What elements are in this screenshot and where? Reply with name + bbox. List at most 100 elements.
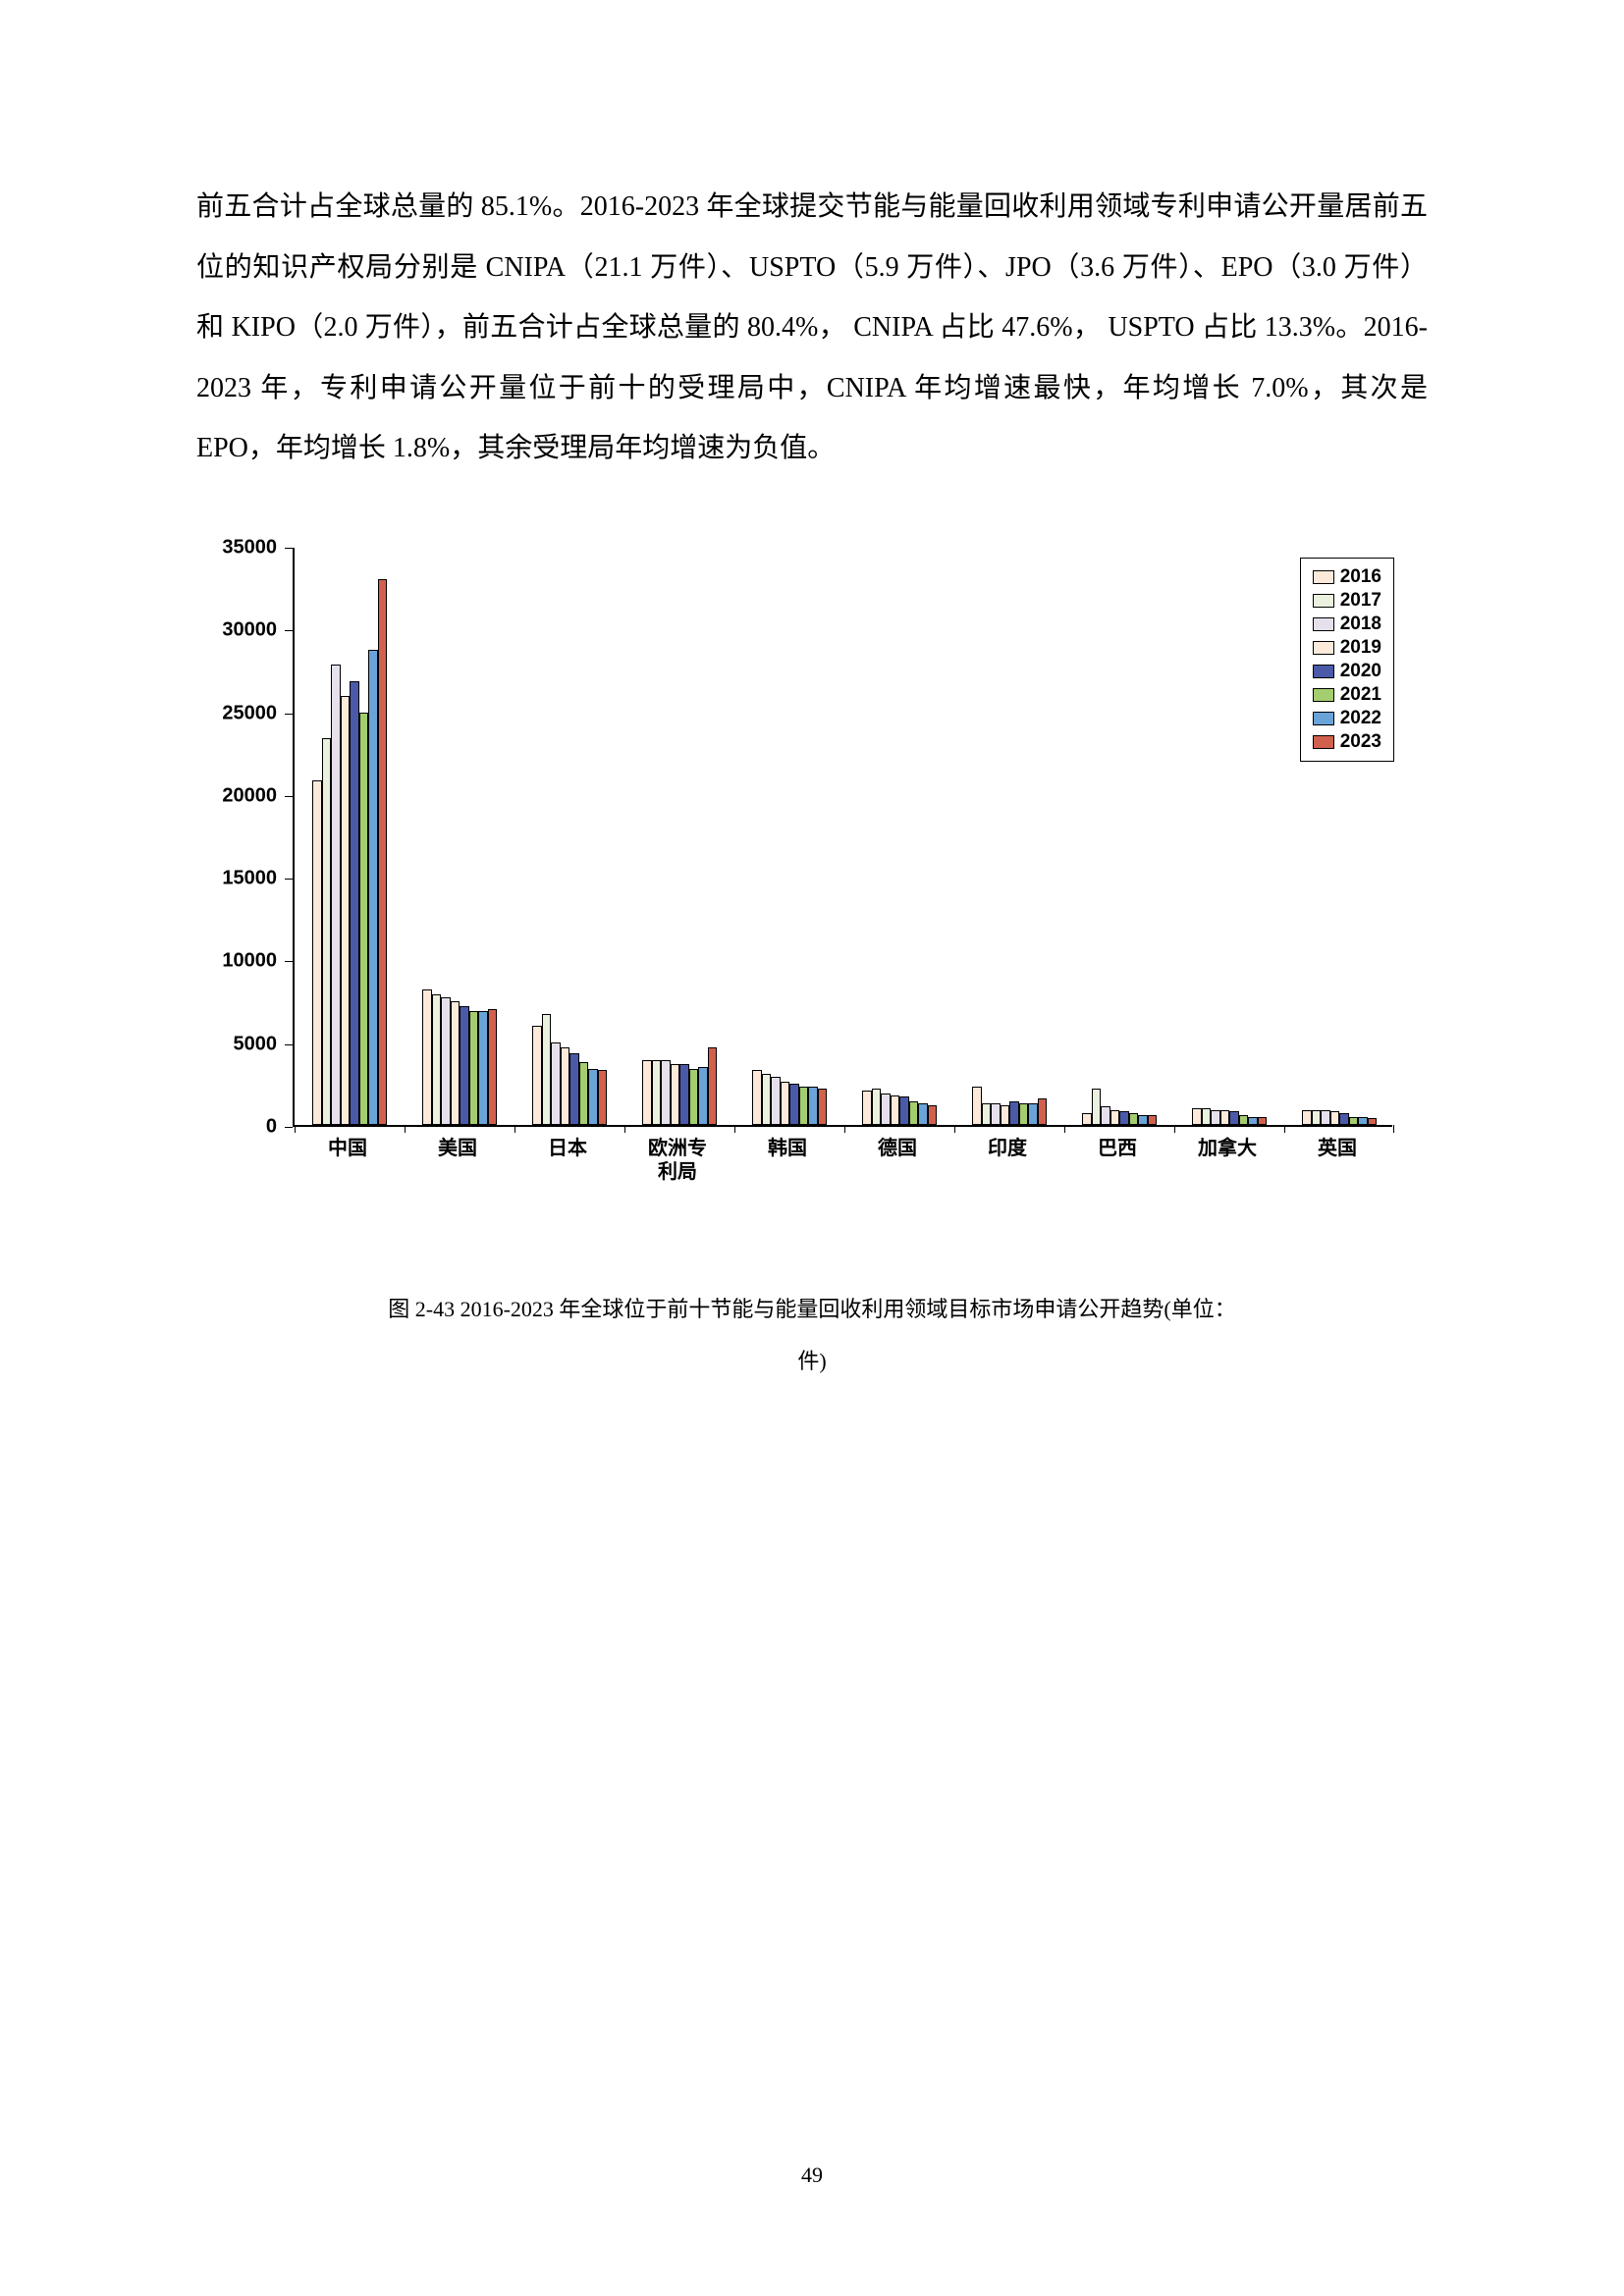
legend-item: 2020 (1313, 661, 1381, 682)
legend-item: 2018 (1313, 614, 1381, 635)
y-tick-label: 30000 (222, 619, 277, 642)
legend-label: 2020 (1340, 661, 1381, 682)
bar (1358, 1117, 1368, 1125)
y-tick-label: 15000 (222, 868, 277, 890)
bar (1092, 1089, 1102, 1125)
legend-item: 2017 (1313, 590, 1381, 612)
bar (331, 665, 341, 1125)
bar (350, 681, 359, 1125)
y-tick-label: 25000 (222, 702, 277, 724)
bar (808, 1087, 818, 1125)
legend-swatch (1313, 594, 1334, 608)
bar (661, 1060, 671, 1125)
bar (862, 1091, 872, 1125)
legend-label: 2023 (1340, 731, 1381, 753)
x-tick-label: 巴西 (1073, 1137, 1162, 1160)
bar (1019, 1103, 1029, 1125)
legend-item: 2022 (1313, 708, 1381, 729)
bar (542, 1014, 552, 1125)
x-tick-label: 英国 (1293, 1137, 1381, 1160)
bar (551, 1042, 561, 1125)
bar (469, 1011, 479, 1125)
bar (368, 650, 378, 1125)
bar-group (752, 1070, 827, 1125)
bar (1211, 1110, 1220, 1125)
bar (679, 1064, 689, 1125)
bar (881, 1094, 891, 1125)
y-axis: 05000100001500020000250003000035000 (196, 538, 285, 1127)
x-tick-label: 加拿大 (1183, 1137, 1272, 1160)
bar (1009, 1101, 1019, 1125)
legend-swatch (1313, 641, 1334, 655)
bar (991, 1103, 1001, 1125)
bar (698, 1067, 708, 1125)
bar (1148, 1115, 1158, 1125)
bar (1349, 1117, 1359, 1125)
bar (569, 1053, 579, 1124)
bar-group (862, 1089, 937, 1125)
legend-swatch (1313, 712, 1334, 725)
bar (752, 1070, 762, 1125)
bar (1110, 1110, 1120, 1125)
legend-label: 2017 (1340, 590, 1381, 612)
bar (872, 1089, 882, 1125)
bar (762, 1074, 772, 1125)
bar (909, 1101, 919, 1125)
bar (460, 1006, 469, 1125)
legend-label: 2021 (1340, 684, 1381, 706)
bar-group (422, 989, 497, 1125)
bar (1220, 1110, 1230, 1125)
bar (1321, 1110, 1330, 1125)
x-tick-label: 日本 (523, 1137, 612, 1160)
x-tick-label: 韩国 (743, 1137, 832, 1160)
bar (1119, 1111, 1129, 1124)
bar (818, 1089, 828, 1125)
chart-legend: 20162017201820192020202120222023 (1300, 558, 1394, 762)
bar (1312, 1110, 1322, 1125)
bar (1302, 1110, 1312, 1125)
bar (488, 1009, 498, 1125)
legend-item: 2019 (1313, 637, 1381, 659)
x-tick-label: 印度 (963, 1137, 1052, 1160)
x-tick-label: 中国 (303, 1137, 392, 1160)
bar (891, 1095, 900, 1125)
bar (1330, 1111, 1340, 1124)
bar (899, 1096, 909, 1125)
bar-group (1192, 1108, 1267, 1125)
legend-swatch (1313, 617, 1334, 631)
bar (1239, 1115, 1249, 1125)
bar (579, 1062, 589, 1125)
bar (771, 1077, 781, 1125)
bar (1101, 1106, 1110, 1125)
bar (341, 696, 351, 1125)
figure-caption: 图 2-43 2016-2023 年全球位于前十节能与能量回收利用领域目标市场申… (196, 1284, 1428, 1388)
x-tick-label: 欧洲专 利局 (633, 1137, 722, 1184)
caption-line-2: 件) (797, 1349, 826, 1373)
bar (918, 1103, 928, 1125)
bar (671, 1064, 680, 1125)
bar (1082, 1113, 1092, 1125)
bar (1192, 1108, 1202, 1125)
bar (652, 1060, 662, 1125)
bar (561, 1047, 570, 1125)
bar (451, 1001, 460, 1125)
bar (532, 1026, 542, 1125)
y-tick-label: 35000 (222, 536, 277, 559)
bar (789, 1084, 799, 1125)
bar (598, 1070, 608, 1125)
bar-group (312, 579, 387, 1125)
plot-area (293, 548, 1392, 1127)
bar (1202, 1108, 1212, 1125)
x-tick-label: 德国 (853, 1137, 942, 1160)
bar (432, 994, 442, 1125)
bar (982, 1103, 992, 1125)
bar (1248, 1117, 1258, 1125)
y-tick-label: 20000 (222, 784, 277, 807)
bar (799, 1087, 809, 1125)
bar (708, 1047, 718, 1125)
bar-group (1302, 1110, 1377, 1125)
bar-group (532, 1014, 607, 1125)
bar (378, 579, 388, 1125)
page-number: 49 (0, 2163, 1624, 2188)
bar (689, 1069, 699, 1125)
